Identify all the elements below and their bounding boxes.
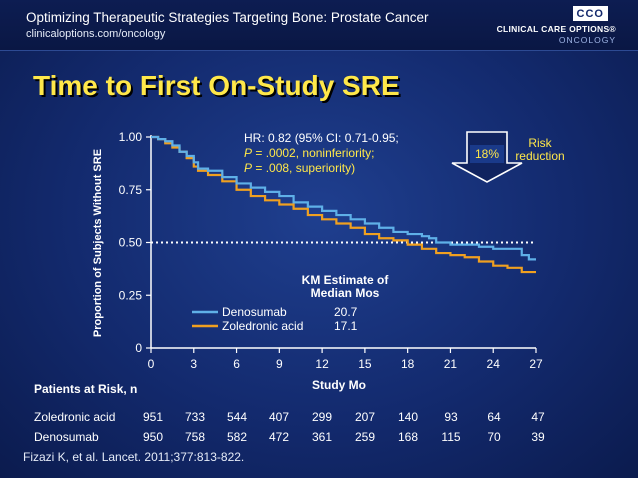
- risk-cell: 361: [311, 430, 333, 444]
- risk-cell: 951: [142, 410, 164, 424]
- risk-pct: 18%: [475, 147, 499, 161]
- risk-cell: 472: [268, 430, 290, 444]
- legend-median-zoledronic: 17.1: [334, 319, 358, 333]
- legend-title-1: KM Estimate of: [302, 273, 390, 287]
- series-line-denosumab: [151, 135, 536, 261]
- risk-cell: 207: [354, 410, 376, 424]
- legend-label-zoledronic: Zoledronic acid: [222, 319, 303, 333]
- legend-median-denosumab: 20.7: [334, 305, 358, 319]
- header-url: clinicaloptions.com/oncology: [26, 28, 166, 40]
- x-tick-label: 3: [190, 357, 197, 371]
- risk-reduction-callout: 18% Risk reduction: [451, 131, 565, 183]
- series-layer: [151, 135, 536, 274]
- risk-cell: 115: [441, 430, 461, 444]
- p-value-superiority: = .008, superiority): [252, 161, 355, 175]
- x-tick-label: 12: [315, 357, 329, 371]
- logo-text-brand: CLINICAL CARE OPTIONS®: [496, 24, 616, 34]
- x-tick-label: 9: [276, 357, 283, 371]
- risk-reduction-line-2: reduction: [515, 149, 564, 163]
- cco-logo-icon: CCO: [572, 6, 608, 21]
- series-line-zoledronic-acid: [151, 135, 536, 274]
- x-tick-label: 27: [529, 357, 543, 371]
- risk-cell: 64: [487, 410, 501, 424]
- p-value-noninferiority: = .0002, noninferiority;: [252, 146, 374, 160]
- risk-cell: 70: [487, 430, 501, 444]
- hr-line-1: HR: 0.82 (95% CI: 0.71-0.95;: [244, 131, 399, 145]
- risk-row-label: Denosumab: [34, 430, 99, 444]
- x-tick-label: 24: [487, 357, 501, 371]
- risk-cell: 733: [184, 410, 206, 424]
- risk-cell: 140: [397, 410, 419, 424]
- hr-line-3: P = .008, superiority): [244, 161, 355, 175]
- risk-pct-box: [470, 145, 504, 163]
- y-tick-label: 0.25: [119, 288, 143, 302]
- header-title: Optimizing Therapeutic Strategies Target…: [26, 10, 429, 25]
- hr-line-2: P = .0002, noninferiority;: [244, 146, 374, 160]
- risk-cell: 47: [531, 410, 545, 424]
- hr-annotation: HR: 0.82 (95% CI: 0.71-0.95; P = .0002, …: [244, 131, 399, 175]
- p-symbol: P: [244, 161, 252, 175]
- legend-title-2: Median Mos: [311, 286, 380, 300]
- y-tick-label: 0.50: [119, 236, 143, 250]
- risk-cell: 93: [444, 410, 458, 424]
- risk-cell: 582: [226, 430, 248, 444]
- x-tick-label: 6: [233, 357, 240, 371]
- slide-title: Time to First On-Study SRE: [33, 70, 400, 101]
- legend: KM Estimate of Median Mos Denosumab 20.7…: [192, 273, 389, 333]
- y-tick-label: 0.75: [119, 183, 143, 197]
- slide-header: Optimizing Therapeutic Strategies Target…: [0, 0, 638, 51]
- legend-label-denosumab: Denosumab: [222, 305, 287, 319]
- citation: Fizazi K, et al. Lancet. 2011;377:813-82…: [23, 450, 245, 464]
- risk-cell: 168: [397, 430, 419, 444]
- risk-cell: 259: [354, 430, 376, 444]
- risk-reduction-line-1: Risk: [528, 136, 552, 150]
- risk-cell: 544: [226, 410, 248, 424]
- risk-cell: 758: [184, 430, 206, 444]
- x-tick-label: 15: [358, 357, 372, 371]
- risk-cell: 299: [311, 410, 333, 424]
- x-axis-label: Study Mo: [312, 378, 366, 392]
- logo-text-oncology: ONCOLOGY: [558, 35, 616, 45]
- risk-cell: 407: [268, 410, 290, 424]
- p-symbol: P: [244, 146, 252, 160]
- risk-table-title: Patients at Risk, n: [34, 382, 138, 396]
- y-tick-label: 0: [135, 341, 142, 355]
- chart-axes: 0 0.25 0.50 0.75 1.00 0 3 6 9 12 15 18 21 24 27: [119, 130, 543, 371]
- y-tick-label: 1.00: [119, 130, 143, 144]
- risk-cell: 950: [142, 430, 164, 444]
- x-tick-label: 18: [401, 357, 415, 371]
- y-axis-label: Proportion of Subjects Without SRE: [92, 149, 104, 337]
- x-tick-label: 0: [148, 357, 155, 371]
- x-tick-label: 21: [444, 357, 458, 371]
- risk-row-label: Zoledronic acid: [34, 410, 116, 424]
- risk-cell: 39: [531, 430, 545, 444]
